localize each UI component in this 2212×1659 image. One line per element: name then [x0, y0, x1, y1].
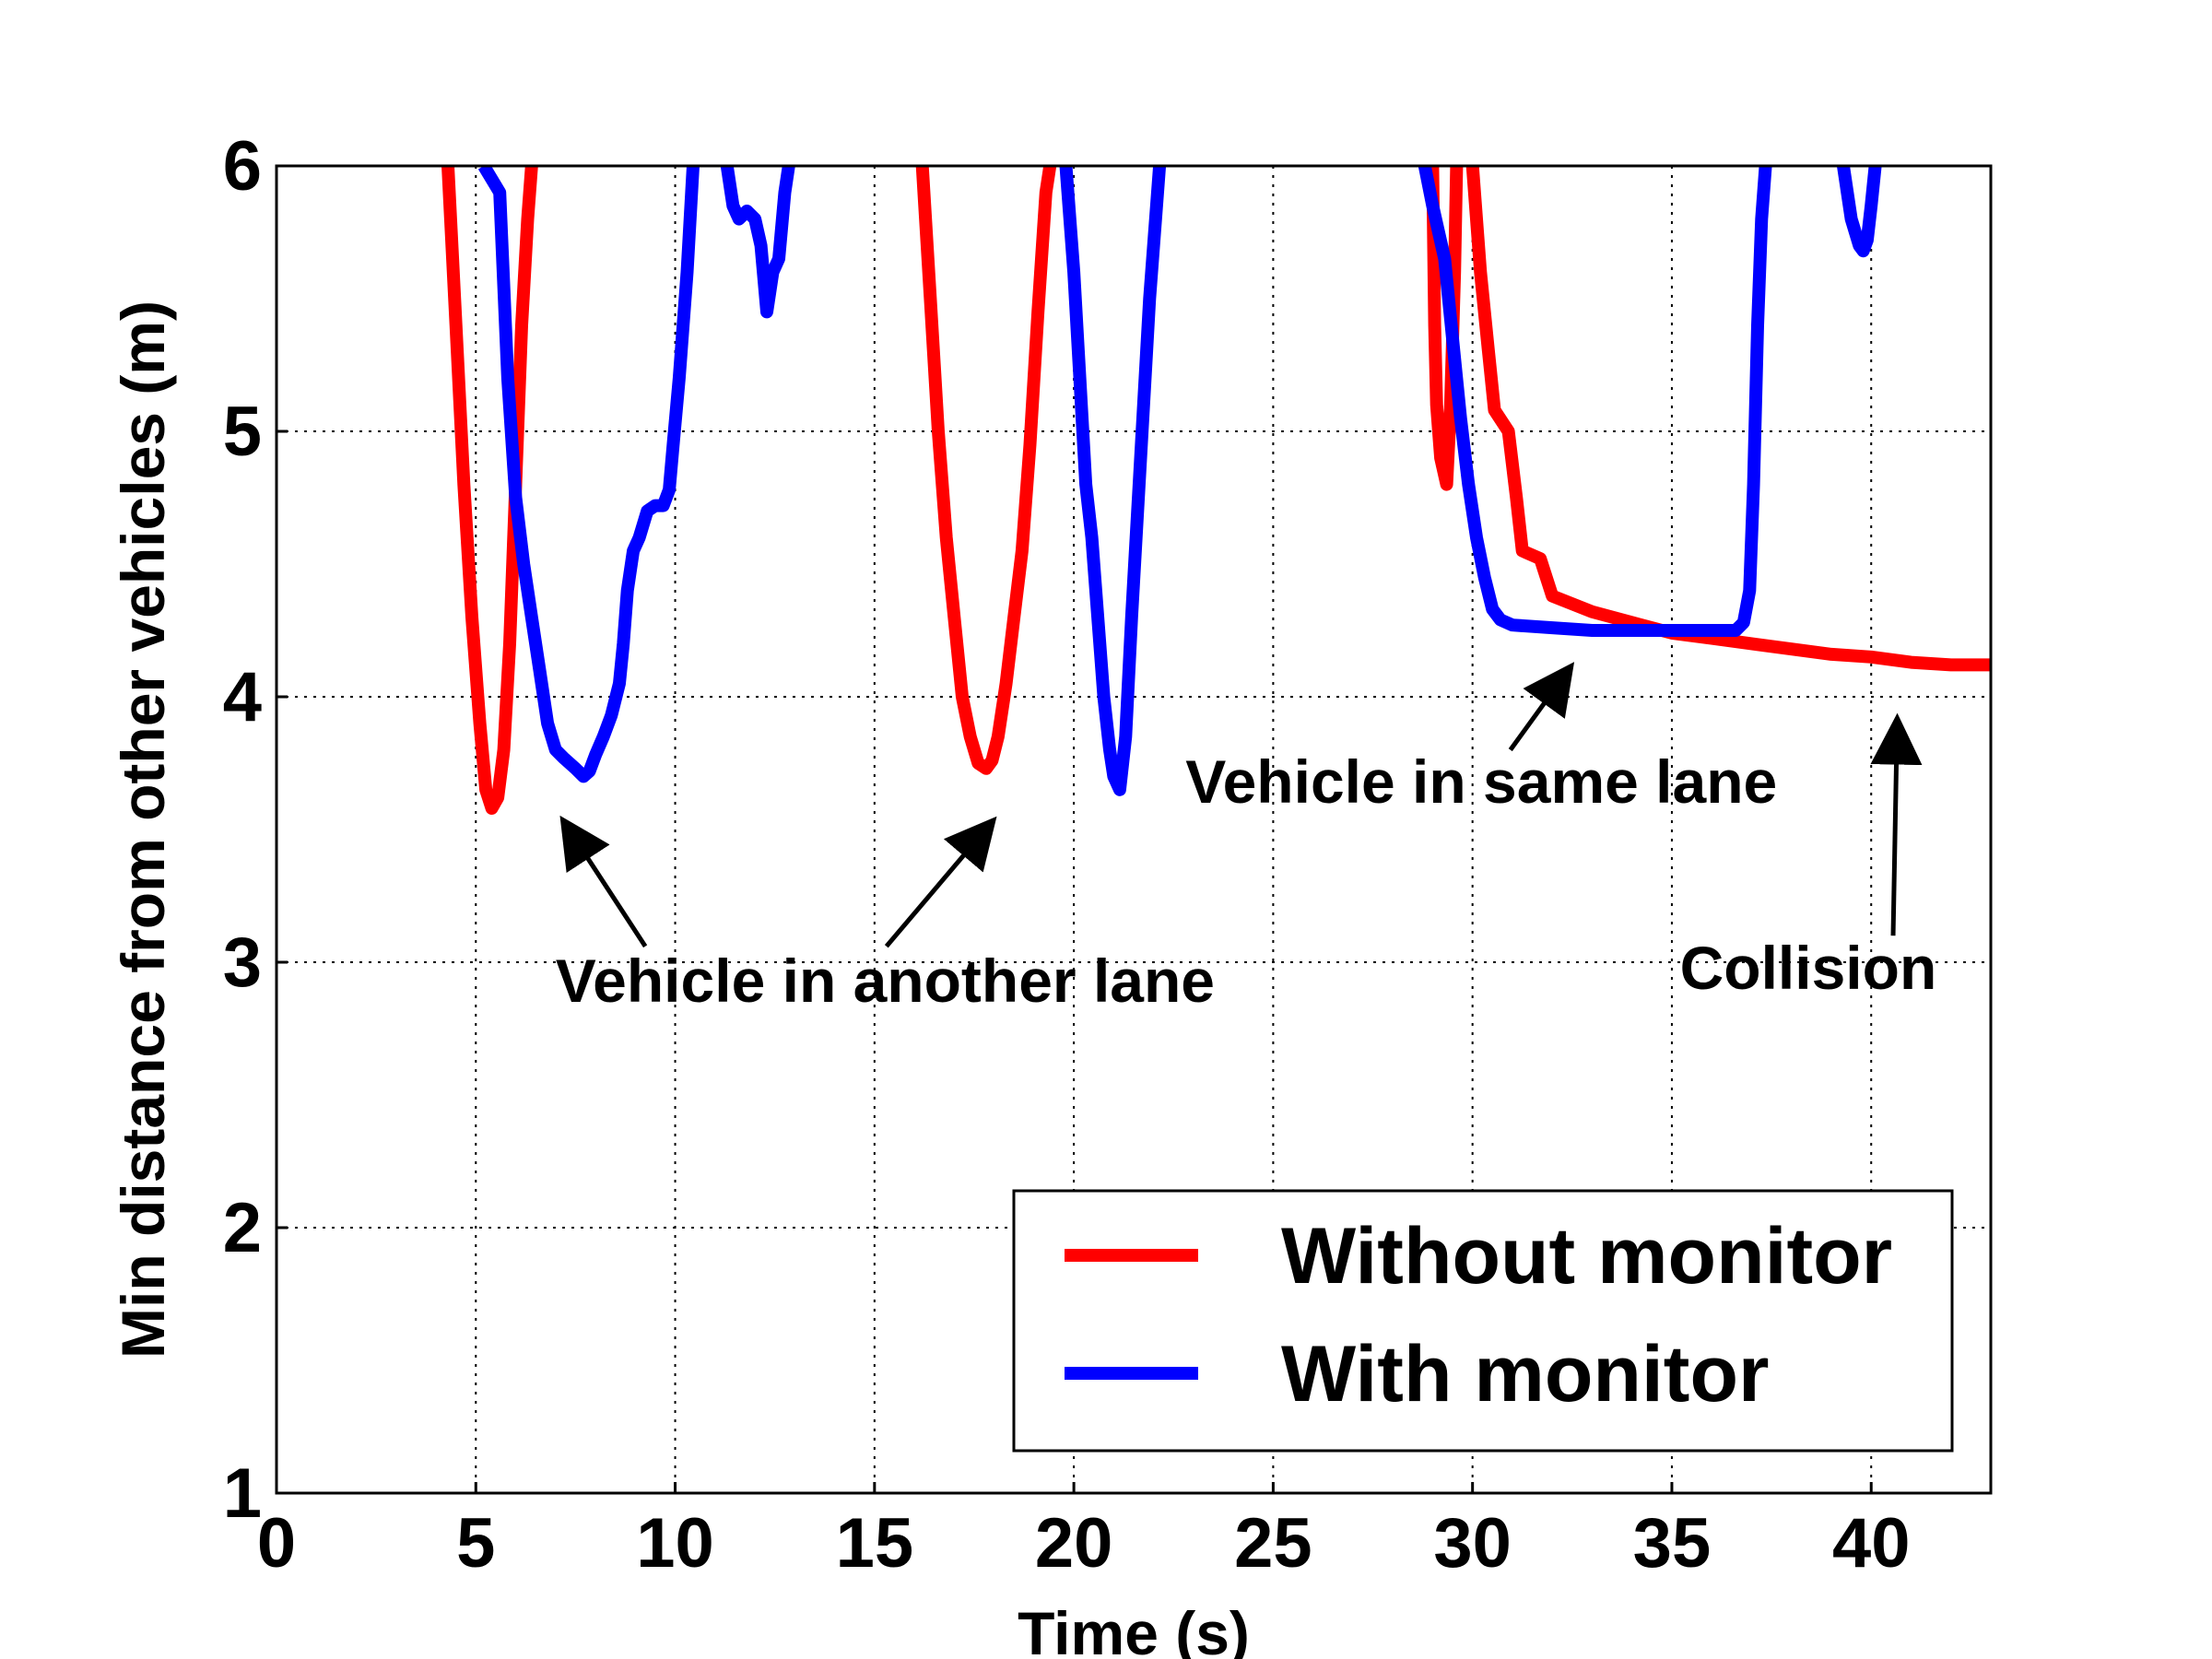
- series-line-with-monitor: [720, 166, 795, 319]
- annotation-text: Collision: [1680, 934, 1937, 1002]
- y-tick-labels: 1 2 3 4 5 6: [223, 127, 288, 1533]
- annotation-arrow: [884, 816, 997, 948]
- y-tick-label: 4: [223, 658, 262, 736]
- series-line-without-monitor: [441, 166, 538, 815]
- annotations: Vehicle in another lane Vehicle in same l…: [556, 662, 1937, 1015]
- y-tick-label: 5: [223, 393, 262, 471]
- annotation-arrow: [1508, 662, 1575, 752]
- annotation-text: Vehicle in another lane: [556, 947, 1215, 1015]
- annotation-arrow: [1870, 712, 1923, 936]
- x-tick-label: 30: [1433, 1504, 1512, 1583]
- y-tick-label: 2: [223, 1189, 262, 1267]
- legend-label-without-monitor: Without monitor: [1281, 1212, 1892, 1300]
- y-tick-label: 6: [223, 127, 262, 206]
- y-axis-label: Min distance from other vehicles (m): [109, 300, 177, 1359]
- legend: Without monitor With monitor: [1012, 1189, 1954, 1453]
- x-tick-label: 20: [1035, 1504, 1113, 1583]
- annotation-arrow: [559, 815, 648, 948]
- x-tick-label: 5: [456, 1504, 495, 1583]
- x-tick-label: 35: [1633, 1504, 1712, 1583]
- y-tick-label: 1: [223, 1454, 262, 1533]
- series-line-with-monitor: [1059, 166, 1167, 796]
- plot-frame: [275, 164, 1993, 1495]
- x-tick-label: 10: [636, 1504, 714, 1583]
- legend-label-with-monitor: With monitor: [1281, 1330, 1769, 1418]
- y-tick-label: 3: [223, 924, 262, 1002]
- series-line-with-monitor: [1837, 166, 1882, 258]
- series-line-without-monitor: [915, 166, 1057, 775]
- x-tick-label: 0: [257, 1504, 296, 1583]
- x-tick-label: 40: [1832, 1504, 1911, 1583]
- x-tick-labels: 0 5 10 15 20 25 30 35 40: [257, 1482, 1911, 1583]
- x-tick-label: 15: [836, 1504, 914, 1583]
- x-tick-label: 25: [1234, 1504, 1312, 1583]
- series-line-with-monitor: [477, 166, 700, 783]
- x-axis-label: Time (s): [1018, 1599, 1250, 1659]
- series-line-without-monitor: [1465, 166, 1991, 672]
- annotation-text: Vehicle in same lane: [1185, 747, 1777, 816]
- legend-box: [1012, 1189, 1954, 1453]
- series-line-with-monitor: [1418, 166, 1772, 637]
- series-layer: [441, 166, 1991, 815]
